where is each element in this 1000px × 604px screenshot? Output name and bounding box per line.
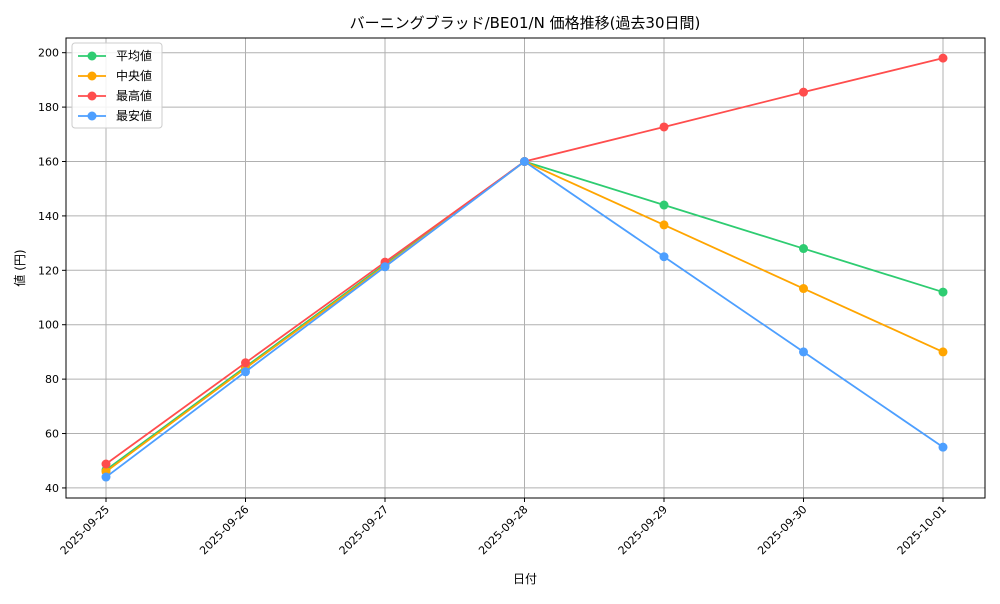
series-3 xyxy=(101,157,948,482)
y-axis-label: 値 (円) xyxy=(12,249,27,286)
data-point xyxy=(938,53,948,63)
legend-marker xyxy=(87,111,97,121)
y-tick-label: 100 xyxy=(38,319,59,332)
x-tick-label: 2025-09-25 xyxy=(58,503,112,557)
data-point xyxy=(799,244,808,254)
legend-label: 最安値 xyxy=(116,108,152,123)
x-tick-label: 2025-09-30 xyxy=(755,503,809,557)
legend-marker xyxy=(87,91,97,101)
x-tick-label: 2025-09-27 xyxy=(337,503,391,557)
y-tick-label: 180 xyxy=(38,101,59,114)
data-point xyxy=(938,287,948,297)
x-tick-label: 2025-09-29 xyxy=(616,503,670,557)
legend-label: 中央値 xyxy=(116,68,152,83)
y-tick-label: 160 xyxy=(38,156,59,169)
data-point xyxy=(101,472,111,482)
data-point xyxy=(101,459,111,469)
legend-label: 最高値 xyxy=(116,88,152,103)
data-point xyxy=(799,87,808,97)
data-point xyxy=(799,284,808,294)
y-tick-label: 40 xyxy=(45,482,59,495)
data-point xyxy=(659,122,669,132)
legend-marker xyxy=(87,51,97,61)
data-point xyxy=(241,367,250,377)
x-axis-label: 日付 xyxy=(513,572,537,586)
data-point xyxy=(938,442,948,452)
y-tick-label: 200 xyxy=(38,47,59,60)
x-tick-label: 2025-10-01 xyxy=(895,503,949,557)
data-point xyxy=(659,200,669,210)
chart-title: バーニングブラッド/BE01/N 価格推移(過去30日間) xyxy=(350,14,701,32)
y-tick-label: 120 xyxy=(38,264,59,277)
data-point xyxy=(659,252,669,262)
data-point xyxy=(241,358,250,368)
y-tick-label: 60 xyxy=(45,428,59,441)
data-point xyxy=(799,347,808,357)
data-point xyxy=(380,262,390,272)
data-point xyxy=(520,157,529,167)
legend-label: 平均値 xyxy=(116,48,152,63)
data-point xyxy=(938,347,948,357)
legend-box xyxy=(71,42,163,129)
plot-frame xyxy=(65,37,986,499)
x-tick-label: 2025-09-26 xyxy=(197,503,251,557)
data-point xyxy=(659,220,669,230)
legend-marker xyxy=(87,71,97,81)
y-tick-label: 80 xyxy=(45,373,59,386)
y-tick-label: 140 xyxy=(38,210,59,223)
x-tick-label: 2025-09-28 xyxy=(476,503,530,557)
